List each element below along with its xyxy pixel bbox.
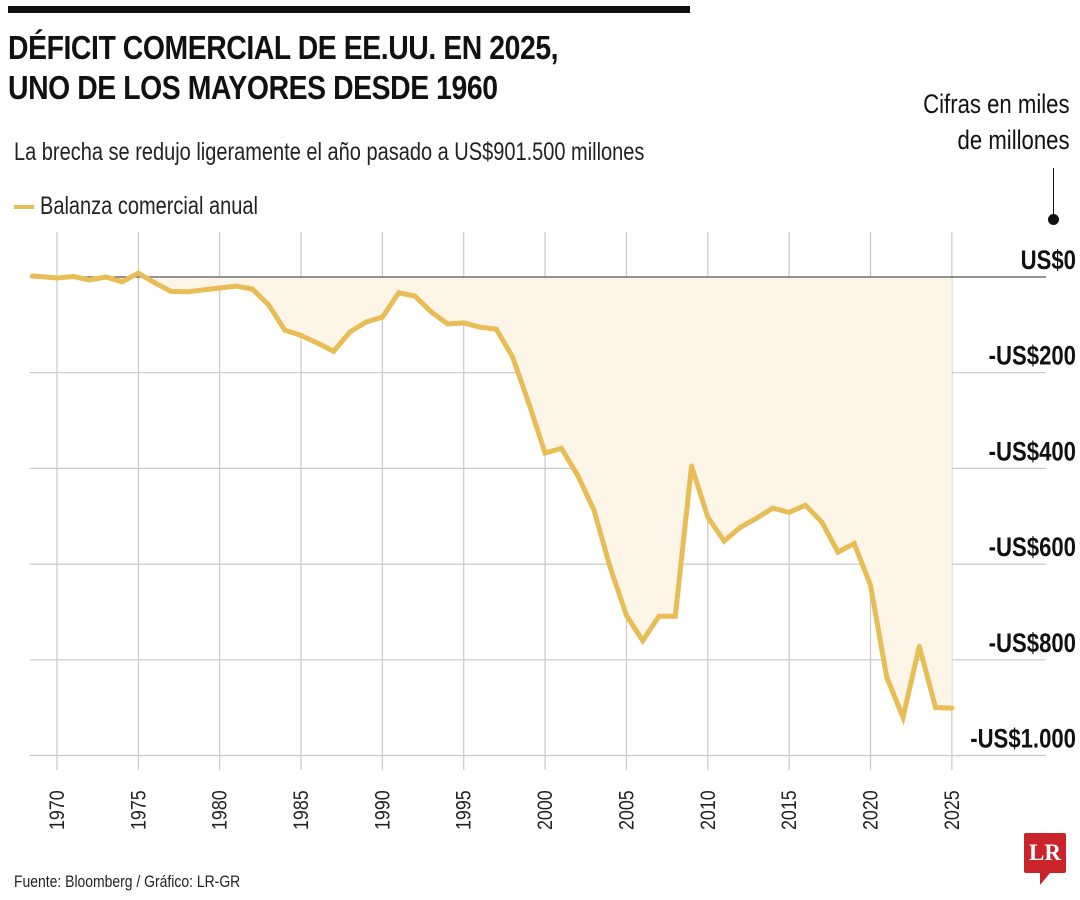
data-point — [461, 320, 467, 326]
data-point — [933, 705, 939, 711]
x-tick-label: 2020 — [859, 790, 883, 830]
data-point — [737, 524, 743, 530]
data-point — [266, 302, 272, 308]
x-tick-label: 2025 — [941, 790, 965, 830]
source-note: Fuente: Bloomberg / Gráfico: LR-GR — [14, 872, 241, 891]
data-point — [168, 288, 174, 294]
y-tick-label: -US$800 — [989, 629, 1076, 659]
data-point — [217, 285, 223, 291]
data-point — [54, 275, 60, 281]
x-tick-label: 1995 — [452, 790, 476, 830]
top-rule — [8, 6, 690, 13]
data-point — [819, 519, 825, 525]
data-point — [233, 283, 239, 289]
data-point — [868, 582, 873, 588]
data-point — [754, 515, 760, 521]
lr-logo: LR — [1024, 833, 1066, 885]
x-tick-label: 2000 — [534, 790, 558, 830]
data-point — [152, 280, 158, 286]
data-point — [379, 314, 385, 320]
data-point — [689, 463, 695, 469]
data-point — [396, 290, 402, 296]
data-point — [347, 329, 353, 335]
data-point — [493, 326, 499, 332]
x-tick-label: 1990 — [371, 790, 395, 830]
data-point — [119, 279, 125, 285]
data-point — [558, 445, 564, 451]
data-point — [607, 564, 613, 570]
units-line-2: de millones — [958, 125, 1070, 155]
legend-label: Balanza comercial anual — [40, 192, 258, 220]
x-tick-label: 1975 — [127, 790, 151, 830]
data-point — [705, 514, 711, 520]
legend-swatch — [14, 204, 34, 209]
data-point — [331, 348, 337, 354]
data-point — [575, 472, 581, 478]
data-point — [851, 541, 857, 547]
chart-subtitle: La brecha se redujo ligeramente el año p… — [14, 138, 645, 166]
x-tick-label: 1970 — [46, 790, 70, 830]
legend: Balanza comercial anual — [14, 192, 312, 221]
data-point — [135, 270, 141, 276]
data-point — [103, 274, 109, 280]
data-point — [363, 319, 369, 325]
data-point — [949, 705, 955, 711]
data-point — [282, 327, 288, 333]
data-points — [30, 270, 955, 720]
data-point — [900, 714, 906, 720]
data-point — [428, 309, 434, 315]
data-point — [412, 293, 418, 299]
data-point — [672, 613, 678, 619]
data-point — [656, 613, 662, 619]
y-tick-label: -US$400 — [989, 437, 1076, 467]
data-point — [884, 675, 890, 681]
data-point — [786, 509, 792, 515]
data-point — [249, 286, 255, 292]
y-tick-label: -US$600 — [989, 533, 1076, 563]
data-point — [510, 354, 516, 360]
data-point — [623, 612, 629, 618]
y-tick-label: -US$200 — [989, 342, 1076, 372]
data-point — [542, 450, 548, 456]
data-point — [87, 277, 93, 283]
x-tick-label: 2005 — [615, 790, 639, 830]
data-point — [526, 400, 532, 406]
data-point — [444, 321, 450, 327]
data-point — [184, 289, 190, 295]
data-point — [916, 643, 922, 649]
x-tick-label: 1980 — [208, 790, 232, 830]
data-point — [298, 332, 304, 338]
data-point — [200, 287, 206, 293]
data-point — [721, 538, 727, 544]
x-tick-labels: 1970 1975 1980 1985 1990 1995 2000 2005 2010 2015… — [46, 790, 965, 830]
data-point — [591, 507, 597, 513]
units-line-1: Cifras en miles — [923, 89, 1070, 119]
x-tick-label: 2015 — [778, 790, 802, 830]
units-leader-line — [1053, 168, 1054, 216]
y-tick-labels: US$0 -US$200 -US$400 -US$600 -US$800 -US$1.00… — [970, 246, 1076, 754]
data-point — [477, 324, 483, 330]
y-tick-label: -US$1.000 — [970, 725, 1076, 755]
units-note: Cifras en miles de millones — [924, 86, 1070, 158]
data-point — [770, 505, 776, 511]
title-line-2: UNO DE LOS MAYORES DESDE 1960 — [8, 69, 498, 106]
x-tick-label: 2010 — [696, 790, 720, 830]
x-tick-label: 1985 — [290, 790, 314, 830]
data-point — [835, 549, 841, 555]
data-point — [640, 638, 646, 644]
data-point — [30, 273, 36, 279]
data-point — [802, 502, 808, 508]
title-line-1: DÉFICIT COMERCIAL DE EE.UU. EN 2025, — [8, 29, 559, 66]
data-point — [70, 274, 76, 280]
deficit-area — [32, 277, 952, 718]
units-leader-dot — [1048, 214, 1059, 225]
data-point — [314, 340, 320, 346]
chart-title: DÉFICIT COMERCIAL DE EE.UU. EN 2025, UNO… — [8, 28, 627, 108]
y-tick-label: US$0 — [1021, 246, 1076, 276]
